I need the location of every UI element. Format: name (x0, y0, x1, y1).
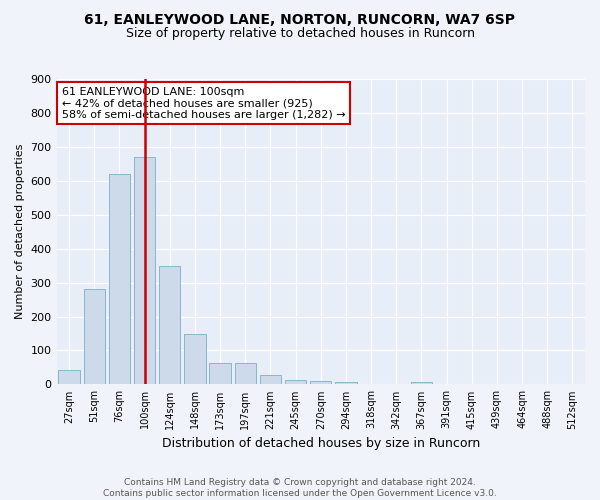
Text: 61 EANLEYWOOD LANE: 100sqm
← 42% of detached houses are smaller (925)
58% of sem: 61 EANLEYWOOD LANE: 100sqm ← 42% of deta… (62, 86, 346, 120)
Bar (310, 381, 331, 384)
Bar (58, 370, 80, 384)
Bar (159, 266, 181, 384)
Bar (209, 363, 231, 384)
Bar (260, 375, 281, 384)
Bar (411, 382, 432, 384)
X-axis label: Distribution of detached houses by size in Runcorn: Distribution of detached houses by size … (161, 437, 480, 450)
Bar (235, 363, 256, 384)
Bar (83, 290, 105, 384)
Text: Contains HM Land Registry data © Crown copyright and database right 2024.
Contai: Contains HM Land Registry data © Crown c… (103, 478, 497, 498)
Y-axis label: Number of detached properties: Number of detached properties (15, 144, 25, 320)
Bar (335, 382, 356, 384)
Bar (134, 157, 155, 384)
Bar (285, 380, 307, 384)
Text: 61, EANLEYWOOD LANE, NORTON, RUNCORN, WA7 6SP: 61, EANLEYWOOD LANE, NORTON, RUNCORN, WA… (85, 12, 515, 26)
Text: Size of property relative to detached houses in Runcorn: Size of property relative to detached ho… (125, 28, 475, 40)
Bar (184, 334, 206, 384)
Bar (109, 174, 130, 384)
